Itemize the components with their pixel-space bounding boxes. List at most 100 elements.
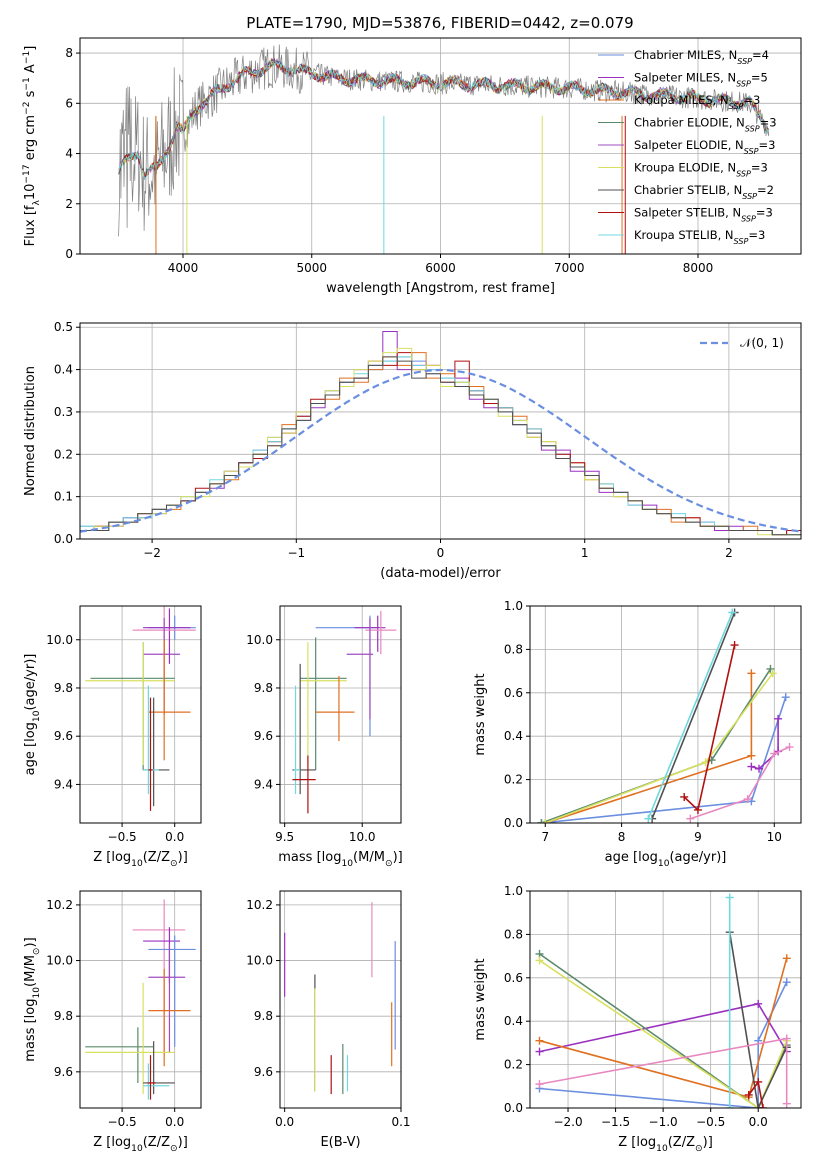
label-part: (Z/Z: [143, 1135, 170, 1150]
label-part: −1: [22, 51, 32, 64]
y-tick-label: 4: [65, 147, 73, 161]
gaussian-curve: [80, 368, 801, 533]
weight-marker-extra_pink: [782, 1034, 791, 1043]
legend-eq: =3: [751, 161, 768, 175]
panel-z_vs_mass: −0.5 0.09.69.810.010.2Z [log10(Z/Z⊙)]mass…: [23, 890, 202, 1154]
x-tick-label: 2: [725, 546, 733, 560]
label-part: )]: [178, 850, 188, 865]
weight-marker-chabrier_miles: [781, 693, 790, 702]
label-part: 10: [32, 710, 42, 722]
label-part: −2: [22, 102, 32, 115]
label-part: )]: [178, 1135, 188, 1150]
axes-frame: [529, 890, 802, 1109]
weight-line-kroupa_stelib: [647, 612, 734, 820]
weight-marker-extra_pink: [782, 1099, 791, 1108]
x-tick-label: −0.5: [108, 830, 137, 844]
label-part: wavelength [Angstrom, rest frame]: [326, 281, 555, 296]
y-axis-label: Normed distribution: [23, 366, 38, 496]
y-tick-label: 0.2: [54, 447, 73, 461]
y-tick-label: 9.6: [254, 729, 273, 743]
x-tick-label: 0.0: [165, 1115, 184, 1129]
x-tick-label: 10.0: [349, 830, 376, 844]
legend-eq: =2: [757, 183, 774, 197]
y-tick-label: 10.0: [246, 954, 273, 968]
x-axis-label: Z [log10(Z/Z⊙)]: [93, 1135, 188, 1154]
label-part: (age/yr)]: [23, 654, 38, 711]
weight-marker-salpeter_stelib: [680, 792, 689, 801]
legend-eq: =3: [756, 206, 773, 220]
x-tick-label: 7: [541, 830, 549, 844]
weight-line-kroupa_miles: [545, 673, 753, 823]
weight-marker-salpeter_stelib: [693, 805, 702, 814]
y-tick-label: 0.4: [504, 729, 523, 743]
label-part: Z [log: [93, 850, 131, 865]
plot-area: [85, 899, 196, 1100]
label-part: 10: [131, 1144, 143, 1154]
legend-eq: =3: [743, 93, 760, 107]
y-tick-label: 10.2: [46, 898, 73, 912]
legend-text: Kroupa ELODIE, N: [634, 161, 736, 175]
label-part: mass weight: [473, 673, 488, 755]
model-spectrum-kroupa_stelib: [118, 60, 770, 180]
y-tick-label: 0.0: [54, 532, 73, 546]
y-tick-label: 9.6: [254, 1065, 273, 1079]
label-part: ]: [23, 46, 38, 51]
label-part: )]: [703, 1135, 713, 1150]
weight-marker-salpeter_miles: [754, 999, 763, 1008]
plot-area: [118, 44, 770, 254]
axes-frame: [79, 890, 202, 1109]
label-part: −17: [22, 164, 32, 183]
label-part: ⊙: [32, 947, 42, 955]
label-part: 10: [23, 184, 38, 201]
y-tick-label: 0.8: [504, 927, 523, 941]
weight-marker-kroupa_stelib: [644, 814, 653, 823]
y-tick-label: 0.2: [504, 1058, 523, 1072]
weight-line-salpeter_miles: [751, 718, 779, 770]
plot-area: [284, 902, 396, 1095]
legend-text: Chabrier MILES, N: [634, 48, 737, 62]
legend-label-salpeter_elodie: Salpeter ELODIE, NSSP=3: [634, 138, 775, 156]
weight-marker-chabrier_miles: [782, 978, 791, 987]
weight-line-kroupa_elodie: [539, 959, 788, 1108]
label-part: ⊙: [170, 859, 178, 869]
x-tick-label: −1.0: [649, 1115, 678, 1129]
x-tick-label: 9: [694, 830, 702, 844]
weight-marker-salpeter_stelib: [758, 1104, 767, 1108]
label-part: age [log: [605, 850, 658, 865]
label-part: Normed distribution: [23, 366, 38, 496]
legend-label-gauss: 𝒩(0, 1): [740, 336, 784, 350]
legend-label-kroupa_miles: Kroupa MILES, NSSP=3: [634, 93, 760, 111]
weight-marker-salpeter_miles: [535, 1047, 544, 1056]
y-tick-label: 0.3: [54, 405, 73, 419]
label-part: Z [log: [618, 1135, 656, 1150]
x-axis-label: age [log10(age/yr)]: [605, 850, 727, 869]
x-tick-label: −2.0: [553, 1115, 582, 1129]
x-tick-label: 0.0: [165, 830, 184, 844]
weight-marker-salpeter_miles: [755, 764, 764, 773]
label-part: 10: [656, 1144, 668, 1154]
legend-text: Chabrier STELIB, N: [634, 183, 742, 197]
y-tick-label: 9.8: [54, 681, 73, 695]
observed-spectrum: [118, 44, 769, 237]
y-tick-label: 9.8: [254, 681, 273, 695]
panels: 4000 5000 6000 7000 8000 0 2 4 6 8 wavelength [Ang…: [22, 37, 802, 1154]
legend-sub: SSP: [741, 214, 756, 223]
legend-label-kroupa_elodie: Kroupa ELODIE, NSSP=3: [634, 161, 768, 179]
label-part: )]: [23, 937, 38, 947]
label-part: (M/M: [23, 955, 38, 987]
label-part: (M/M: [353, 850, 385, 865]
weight-marker-kroupa_miles: [747, 751, 756, 760]
label-part: (data-model)/error: [380, 566, 501, 581]
weight-line-chabrier_miles: [541, 696, 787, 823]
plot-area: [537, 608, 794, 823]
y-tick-label: 0.4: [54, 363, 73, 377]
residual-legend: 𝒩(0, 1): [700, 336, 784, 350]
plot-area: [535, 893, 791, 1108]
x-tick-label: 0: [437, 546, 445, 560]
legend-text: Kroupa MILES, N: [634, 93, 729, 107]
y-tick-label: 9.8: [254, 1009, 273, 1023]
weight-marker-extra_pink: [535, 1080, 544, 1089]
y-tick-label: 1.0: [504, 599, 523, 613]
y-axis-label: mass [log10(M/M⊙)]: [23, 937, 42, 1061]
legend-sub: SSP: [744, 147, 759, 156]
